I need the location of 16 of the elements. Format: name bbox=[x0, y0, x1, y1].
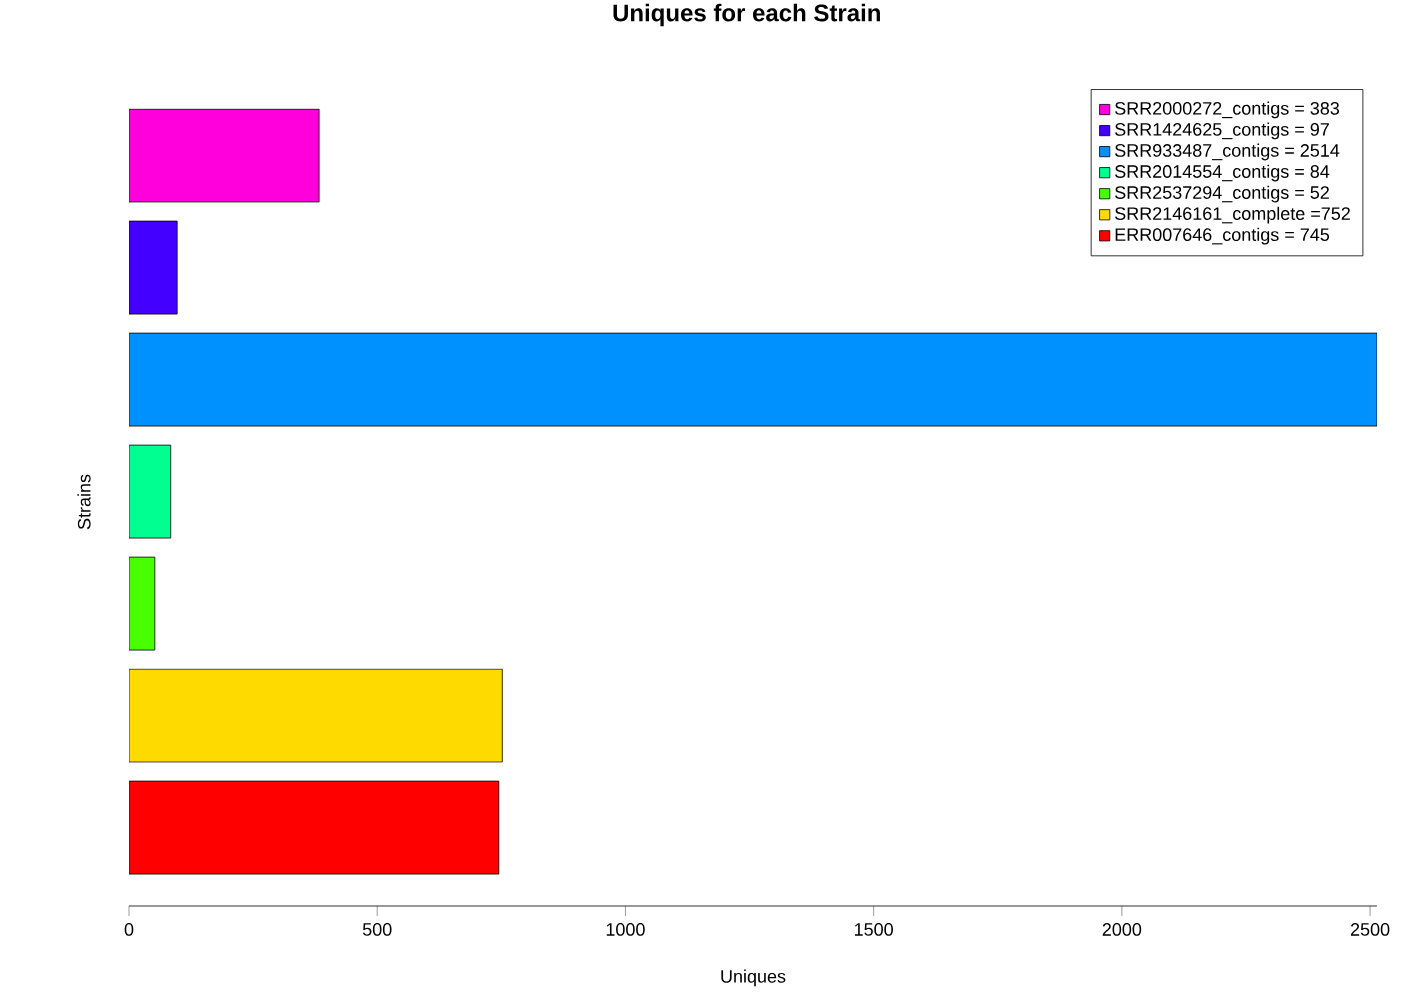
y-axis-title: Strains bbox=[77, 474, 91, 530]
legend-label: SRR2000272_contigs = 383 bbox=[1115, 101, 1340, 119]
x-tick-label: 2000 bbox=[1102, 923, 1142, 936]
x-tick-label: 1000 bbox=[606, 923, 645, 936]
chart-title: Uniques for each Strain bbox=[613, 3, 880, 27]
x-tick-label: 0 bbox=[124, 923, 134, 936]
legend-label: SRR2537294_contigs = 52 bbox=[1115, 185, 1329, 203]
legend-label: ERR007646_contigs = 745 bbox=[1115, 227, 1330, 245]
x-tick-label: 1500 bbox=[855, 923, 893, 936]
legend-label: SRR933487_contigs = 2514 bbox=[1115, 143, 1340, 161]
legend-label: SRR2014554_contigs = 84 bbox=[1115, 164, 1330, 182]
x-tick-label: 2500 bbox=[1350, 923, 1390, 936]
x-axis-title: Uniques bbox=[721, 969, 786, 987]
x-tick-label: 500 bbox=[362, 923, 392, 936]
legend-label: SRR1424625_contigs = 97 bbox=[1115, 122, 1329, 140]
legend-label: SRR2146161_complete =752 bbox=[1115, 206, 1350, 224]
